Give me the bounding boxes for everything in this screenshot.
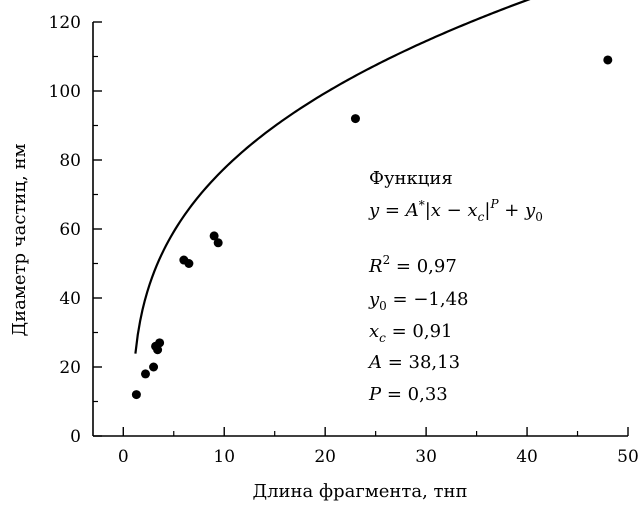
y-axis-title: Диаметр частиц, нм	[9, 144, 30, 337]
x-tick-label: 30	[415, 447, 437, 467]
data-point	[153, 345, 163, 355]
y-ticks: 0 20 40 60 80 100 120	[49, 13, 102, 447]
fit-curve	[134, 0, 531, 354]
data-point	[140, 369, 150, 379]
A-value: 38,13	[409, 352, 461, 373]
y-tick-label: 0	[70, 427, 81, 447]
annotation-P: P = 0,33	[368, 384, 448, 405]
x-axis-title: Длина фрагмента, тнп	[252, 481, 467, 502]
x-tick-label: 10	[213, 447, 235, 467]
data-points	[131, 55, 613, 400]
xc-value: 0,91	[412, 321, 452, 342]
data-point	[131, 390, 141, 400]
P-value: 0,33	[408, 384, 448, 405]
data-point	[209, 231, 219, 241]
x-tick-label: 20	[314, 447, 336, 467]
x-tick-label: 40	[516, 447, 538, 467]
axes	[92, 22, 628, 437]
y-tick-label: 40	[59, 289, 81, 309]
y-tick-label: 20	[59, 358, 81, 378]
y0-value: −1,48	[413, 289, 468, 310]
annotation-A: A = 38,13	[367, 352, 460, 373]
annotation-heading: Функция	[369, 168, 453, 189]
data-point	[184, 259, 194, 268]
data-point	[350, 114, 360, 124]
annotation-xc: xc = 0,91	[369, 321, 453, 345]
annotation-y0: y0 = −1,48	[368, 289, 469, 313]
y-tick-label: 100	[49, 82, 81, 102]
x-tick-label: 50	[617, 447, 639, 467]
data-point	[603, 55, 613, 65]
r2-value: 0,97	[417, 256, 457, 277]
annotation-r2: R2 = 0,97	[368, 253, 457, 277]
y-tick-label: 80	[59, 151, 81, 171]
x-ticks: 0 10 20 30 40 50	[118, 427, 639, 467]
data-point	[213, 238, 223, 248]
y-tick-label: 60	[59, 220, 81, 240]
x-tick-label: 0	[118, 447, 129, 467]
data-point	[149, 362, 159, 372]
y-tick-label: 120	[49, 13, 81, 33]
data-point	[155, 338, 165, 348]
annotation-formula: y = A*|x − xc|P + y0	[368, 197, 543, 224]
fit-annotation: Функция y = A*|x − xc|P + y0 R2 = 0,97 y…	[367, 168, 543, 405]
